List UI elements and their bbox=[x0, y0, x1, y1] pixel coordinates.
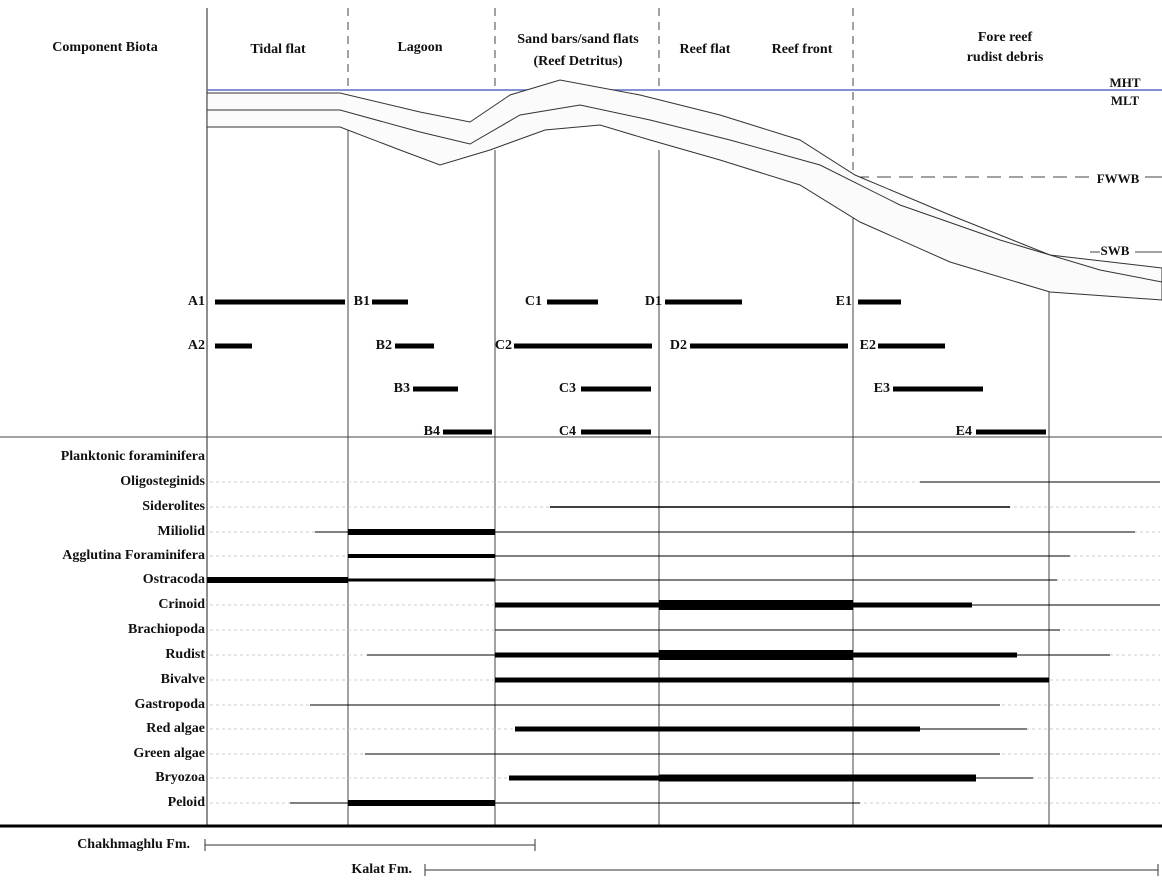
microfacies-label: C4 bbox=[559, 424, 576, 439]
microfacies-label: C3 bbox=[559, 381, 576, 396]
column-header: Lagoon bbox=[397, 40, 442, 55]
microfacies-label: E1 bbox=[836, 294, 852, 309]
level-label: FWWB bbox=[1097, 171, 1140, 186]
biota-label: Siderolites bbox=[142, 499, 205, 514]
biota-label: Brachiopoda bbox=[128, 622, 205, 637]
microfacies-label: E3 bbox=[874, 381, 890, 396]
microfacies-label: C2 bbox=[495, 338, 512, 353]
biota-label: Peloid bbox=[168, 795, 206, 810]
column-header: Reef flat bbox=[680, 42, 731, 57]
biota-label: Agglutina Foraminifera bbox=[62, 548, 205, 563]
biota-label: Green algae bbox=[133, 746, 205, 761]
microfacies-label: D2 bbox=[670, 338, 687, 353]
sediment-belt bbox=[207, 80, 1162, 300]
biota-label: Gastropoda bbox=[134, 697, 205, 712]
biota-label: Bryozoa bbox=[155, 770, 205, 785]
biota-label: Red algae bbox=[146, 721, 205, 736]
microfacies-label: B3 bbox=[394, 381, 410, 396]
microfacies-label: D1 bbox=[645, 294, 662, 309]
level-label: MHT bbox=[1109, 75, 1140, 90]
formation-label: Kalat Fm. bbox=[351, 862, 412, 877]
column-header: (Reef Detritus) bbox=[533, 54, 622, 69]
biota-label: Crinoid bbox=[158, 597, 205, 612]
biota-label: Bivalve bbox=[161, 672, 205, 687]
column-header: Tidal flat bbox=[250, 42, 306, 57]
biota-label: Rudist bbox=[165, 647, 205, 662]
column-header: rudist debris bbox=[967, 50, 1044, 65]
biota-label: Planktonic foraminifera bbox=[61, 449, 205, 464]
level-label: MLT bbox=[1111, 93, 1140, 108]
column-header: Reef front bbox=[772, 42, 833, 57]
column-header: Component Biota bbox=[52, 40, 157, 55]
microfacies-label: A1 bbox=[188, 294, 205, 309]
column-header: Fore reef bbox=[978, 30, 1033, 45]
biota-label: Ostracoda bbox=[143, 572, 205, 587]
microfacies-label: C1 bbox=[525, 294, 542, 309]
level-label: SWB bbox=[1101, 243, 1130, 258]
facies-diagram: Component Biota Tidal flat Lagoon Sand bars… bbox=[0, 0, 1162, 880]
microfacies-label: B2 bbox=[376, 338, 392, 353]
formation-label: Chakhmaghlu Fm. bbox=[77, 837, 190, 852]
microfacies-label: E4 bbox=[956, 424, 972, 439]
biota-label: Oligosteginids bbox=[120, 474, 205, 489]
column-header: Sand bars/sand flats bbox=[517, 32, 639, 47]
microfacies-label: E2 bbox=[860, 338, 876, 353]
microfacies-label: B4 bbox=[424, 424, 440, 439]
microfacies-label: B1 bbox=[354, 294, 370, 309]
microfacies-label: A2 bbox=[188, 338, 205, 353]
labels: Component Biota Tidal flat Lagoon Sand bars… bbox=[52, 30, 1141, 877]
biota-label: Miliolid bbox=[158, 524, 206, 539]
